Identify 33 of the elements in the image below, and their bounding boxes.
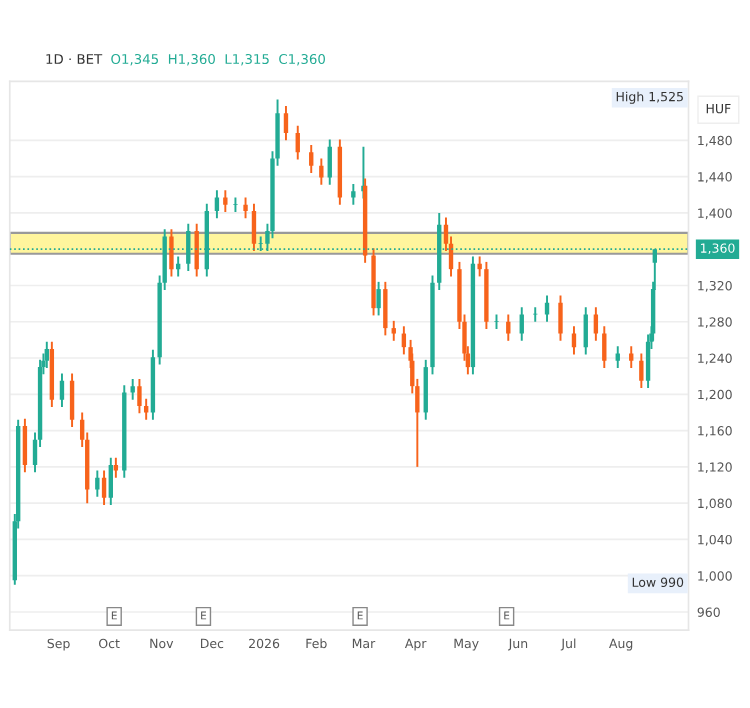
candlestick bbox=[283, 104, 289, 142]
candlestick bbox=[533, 306, 538, 323]
candlestick bbox=[130, 377, 135, 401]
candlestick bbox=[593, 306, 599, 342]
candlestick bbox=[243, 196, 248, 220]
candlestick bbox=[108, 456, 113, 506]
candlestick bbox=[22, 417, 28, 474]
candlestick bbox=[558, 294, 563, 342]
candlestick bbox=[59, 372, 65, 408]
candlestick bbox=[583, 306, 588, 356]
candlestick bbox=[383, 280, 388, 337]
candlestick bbox=[169, 228, 174, 278]
candlestick bbox=[223, 189, 228, 213]
candlestick bbox=[95, 469, 100, 498]
candlestick bbox=[44, 340, 49, 369]
candlestick bbox=[309, 143, 314, 174]
candlestick bbox=[544, 294, 550, 323]
candlestick bbox=[645, 333, 651, 389]
candlestick bbox=[506, 313, 511, 342]
candlestick bbox=[376, 280, 381, 317]
candlestick bbox=[639, 352, 644, 389]
candlestick bbox=[295, 124, 300, 161]
candlestick bbox=[137, 377, 142, 415]
candlestick bbox=[351, 182, 356, 206]
candlestick bbox=[519, 306, 524, 342]
candlestick bbox=[391, 319, 396, 342]
candlestick bbox=[251, 202, 257, 252]
candlestick bbox=[602, 325, 607, 369]
candlestick bbox=[327, 138, 332, 186]
candlestick bbox=[69, 372, 75, 428]
candlestick bbox=[319, 157, 324, 186]
candlestick bbox=[233, 196, 238, 213]
candlestick bbox=[101, 469, 107, 506]
